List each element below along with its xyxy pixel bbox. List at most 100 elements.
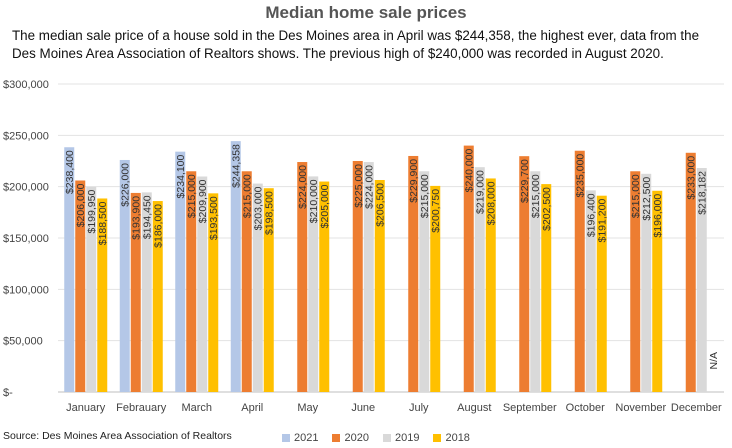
bar-2020 [519,156,530,392]
x-tick-label: July [409,402,429,414]
data-label: $193,900 [131,196,143,240]
y-tick-label: $50,000 [3,336,43,348]
data-label: $199,950 [86,190,98,234]
data-label: $203,000 [253,186,265,230]
bar-2019 [86,186,97,392]
bar-2019 [530,171,541,392]
data-label: $215,000 [419,174,431,218]
bar-2018 [97,198,108,392]
data-labels: $238,400$206,000 $199,950 $188,500 $226,000… [64,144,720,370]
data-label: $224,000 [364,165,376,209]
data-label: $225,000 [353,164,365,208]
data-label: $196,400 [586,193,598,237]
legend-swatch [382,434,391,442]
data-label: $200,750 [430,189,442,233]
bar-2021 [230,141,241,392]
bar-2018 [208,193,219,392]
data-label: $229,900 [408,159,420,203]
data-label: $244,358 [231,144,243,188]
data-label: $212,500 [641,177,653,221]
y-tick-label: $- [3,387,13,399]
bar-2018 [319,181,330,392]
bar-2019 [419,171,430,392]
bar-2019 [252,183,263,392]
bars [64,141,707,392]
data-label: $191,200 [597,199,609,243]
data-label: $224,000 [297,165,309,209]
bar-2019 [197,176,208,392]
bar-2019 [474,167,485,392]
legend-label: 2019 [394,432,420,444]
bar-2018 [541,184,552,392]
legend-swatch [433,434,442,442]
bar-2020 [574,150,585,392]
data-label: $205,000 [319,184,331,228]
x-tick-label: December [671,402,722,414]
source-note: Source: Des Moines Area Association of R… [3,430,232,442]
bar-2020 [630,171,641,392]
bar-2020 [241,171,252,392]
data-label: $210,000 [308,179,320,223]
data-label: $206,500 [375,183,387,227]
legend-swatch [332,434,341,442]
bar-2018 [485,178,496,392]
bar-2018 [374,179,385,392]
bar-2019 [308,176,319,392]
data-label: $215,000 [530,174,542,218]
data-label: $186,000 [153,204,165,248]
chart-title: Median home sale prices [265,3,467,22]
legend-label: 2021 [294,432,319,444]
legend-item-2020: 2020 [332,432,369,444]
bar-2018 [152,201,163,392]
bar-2018 [652,190,663,392]
data-label: $198,500 [264,191,276,235]
y-tick-label: $300,000 [3,79,49,91]
bar-2018 [263,188,274,392]
bar-2020 [186,171,197,392]
y-tick-label: $200,000 [3,182,49,194]
y-axis-ticks: $300,000 $250,000 $200,000 $150,000 $100,000… [3,79,49,399]
data-label: $238,400 [64,150,76,194]
x-tick-label: April [241,402,263,414]
legend-item-2019: 2019 [382,432,420,444]
data-label: $193,500 [208,196,220,240]
data-label: $235,000 [575,154,587,198]
x-axis-ticks: January Febrauary March April May June July Aug… [66,402,722,414]
x-tick-label: September [503,402,557,414]
bar-2019 [363,162,374,392]
bar-2020 [75,180,86,392]
x-tick-label: March [181,402,212,414]
x-tick-label: May [297,402,318,414]
bar-2020 [130,192,141,392]
data-label: $229,700 [519,159,531,203]
chart-subtitle: The median sale price of a house sold in… [12,28,700,61]
data-label: $218,182 [697,171,709,215]
data-label: $208,000 [486,181,498,225]
data-label: $215,000 [242,174,254,218]
data-label: $188,500 [97,201,109,245]
legend-label: 2020 [344,432,369,444]
y-tick-label: $250,000 [3,130,49,142]
data-label: $206,000 [75,183,87,227]
bar-2021 [119,159,130,392]
bar-2020 [408,155,419,392]
data-label: $215,000 [186,174,198,218]
legend-label: 2018 [445,432,470,444]
data-label: $215,000 [630,174,642,218]
x-tick-label: January [66,402,106,414]
bar-2018 [430,185,441,392]
bar-2019 [141,192,152,392]
data-label: $234,100 [175,154,187,198]
y-tick-label: $150,000 [3,233,49,245]
data-label: $233,000 [686,156,698,200]
y-tick-label: $100,000 [3,284,49,296]
x-tick-label: August [457,402,491,414]
bar-2020 [685,152,696,392]
bar-2020 [352,161,363,392]
x-tick-label: June [351,402,375,414]
data-label: $226,000 [120,163,132,207]
bar-2019 [696,167,707,392]
legend: 2021 2020 2019 2018 [282,432,470,444]
data-label: $209,900 [197,179,209,223]
data-label: $202,500 [541,187,553,231]
